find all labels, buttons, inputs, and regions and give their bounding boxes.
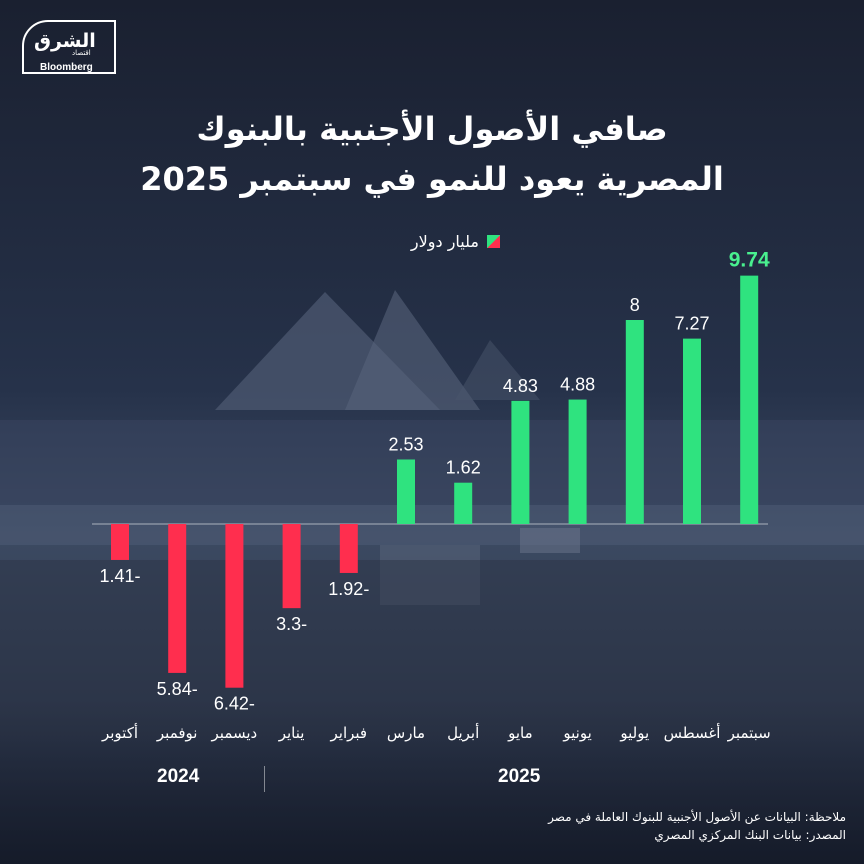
- bar-3: [225, 524, 244, 688]
- category-label-12: سبتمبر: [727, 724, 771, 742]
- category-label-10: يوليو: [619, 724, 649, 742]
- value-label-12: 9.74: [729, 249, 770, 272]
- legend-label: مليار دولار: [410, 231, 479, 251]
- category-label-9: يونيو: [562, 724, 591, 742]
- bar-4: [282, 524, 301, 609]
- brand-logo-frame: [22, 20, 116, 74]
- chart-title-line2: المصرية يعود للنمو في سبتمبر 2025: [140, 160, 724, 198]
- value-label-5: 1.92-: [328, 579, 369, 599]
- legend-swatch: [487, 234, 500, 248]
- bar-10: [625, 320, 644, 524]
- year-separator: [264, 766, 265, 792]
- value-label-8: 4.83: [503, 376, 538, 396]
- category-label-1: أكتوبر: [101, 723, 138, 742]
- brand-logo-sub: اقتصاد: [72, 49, 91, 57]
- category-label-7: أبريل: [447, 723, 479, 742]
- category-label-11: أغسطس: [664, 723, 721, 742]
- legend: مليار دولار: [360, 228, 500, 254]
- bar-8: [511, 400, 530, 524]
- bar-6: [397, 459, 415, 524]
- bar-12: [740, 275, 759, 524]
- pyramid-shape: [455, 340, 540, 400]
- bar-5: [339, 524, 358, 573]
- value-label-6: 2.53: [388, 434, 423, 454]
- footer-source: المصدر: بيانات البنك المركزي المصري: [654, 828, 846, 842]
- brand-logo-arabic: الشرق: [34, 30, 96, 52]
- value-label-9: 4.88: [560, 375, 595, 395]
- value-label-4: 3.3-: [276, 614, 307, 634]
- footer-note: ملاحظة: البيانات عن الأصول الأجنبية للبن…: [548, 810, 846, 824]
- category-label-6: مارس: [387, 724, 425, 742]
- year-label-2025: 2025: [498, 766, 541, 787]
- bar-7: [454, 482, 473, 524]
- brand-logo-partner: Bloomberg: [40, 62, 93, 73]
- bar-1: [111, 524, 129, 560]
- category-label-3: ديسمبر: [211, 724, 258, 742]
- category-label-2: نوفمبر: [156, 724, 198, 742]
- value-label-7: 1.62: [446, 458, 481, 478]
- year-label-2024: 2024: [157, 766, 200, 787]
- category-label-4: يناير: [278, 724, 305, 742]
- value-label-11: 7.27: [674, 314, 709, 334]
- bar-2: [168, 524, 187, 673]
- value-label-3: 6.42-: [214, 694, 255, 714]
- chart-title-line1: صافي الأصول الأجنبية بالبنوك: [196, 110, 668, 148]
- value-label-10: 8: [630, 295, 640, 315]
- bar-11: [683, 338, 701, 524]
- value-label-2: 5.84-: [157, 679, 198, 699]
- bar-9: [568, 399, 587, 524]
- pyramid-shape: [345, 290, 480, 410]
- value-label-1: 1.41-: [99, 566, 140, 586]
- category-label-8: مايو: [507, 724, 533, 742]
- category-label-5: فبراير: [330, 724, 368, 742]
